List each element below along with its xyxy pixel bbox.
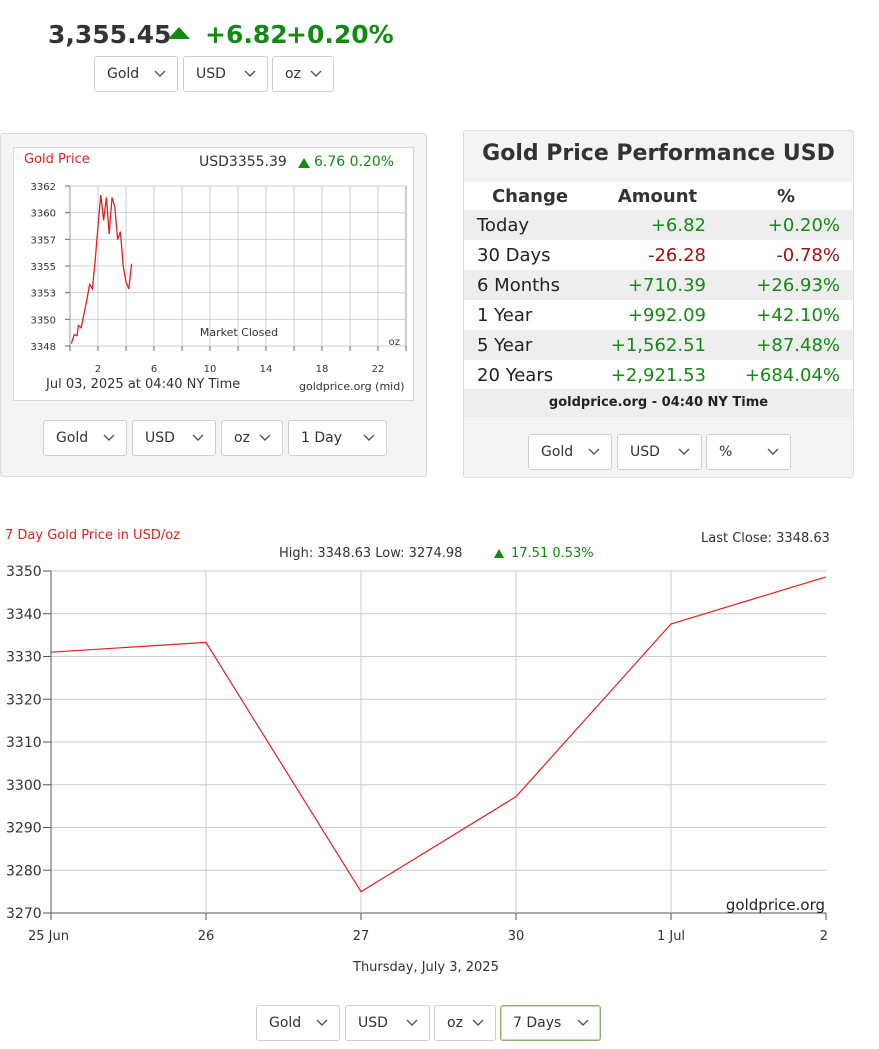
day-chart-change: 6.76 0.20% (314, 154, 395, 170)
y-tick-label: 3360 (31, 209, 56, 220)
chevron-down-icon (259, 421, 273, 455)
y-tick-label: 3350 (6, 564, 42, 580)
chevron-down-icon (103, 421, 117, 455)
x-tick-label: 25 Jun (28, 929, 69, 944)
table-row: 1 Year +992.09 +42.10% (464, 300, 853, 330)
chevron-down-icon (767, 435, 781, 469)
chevron-down-icon (310, 57, 324, 91)
day-chart-title: Gold Price (24, 152, 90, 167)
chevron-down-icon (363, 421, 377, 455)
column-header: Amount (596, 182, 719, 210)
week-range-select[interactable]: 7 Days (500, 1005, 601, 1041)
table-row: 5 Year +1,562.51 +87.48% (464, 330, 853, 360)
day-price-line (70, 195, 133, 344)
week-chart-title: 7 Day Gold Price in USD/oz (5, 528, 180, 543)
performance-title: Gold Price Performance USD (482, 141, 835, 166)
y-tick-label: 3357 (31, 235, 56, 246)
x-tick-label: 27 (353, 929, 370, 944)
y-tick-label: 3300 (6, 778, 42, 794)
x-tick-label: 26 (198, 929, 215, 944)
week-chart-caption: Thursday, July 3, 2025 (353, 960, 499, 975)
y-tick-label: 3348 (31, 342, 56, 353)
perf-unit-select[interactable]: % (706, 434, 791, 470)
day-metal-select[interactable]: Gold (43, 420, 127, 456)
day-unit-select[interactable]: oz (221, 420, 283, 456)
chevron-down-icon (316, 1006, 330, 1040)
x-tick-label: 18 (316, 364, 329, 375)
y-tick-label: 3290 (6, 821, 42, 837)
y-tick-label: 3350 (31, 315, 56, 326)
market-status: Market Closed (200, 326, 278, 339)
column-header: Change (464, 182, 596, 210)
y-tick-label: 3330 (6, 650, 42, 666)
chevron-down-icon (244, 57, 258, 91)
week-price-line (50, 576, 827, 893)
triangle-up-icon (298, 158, 310, 168)
x-tick-label: 6 (151, 364, 157, 375)
x-tick-label: 2 (820, 929, 828, 944)
table-row: 6 Months +710.39 +26.93% (464, 270, 853, 300)
performance-table: Change Amount % Today +6.82 +0.20% 30 Da… (464, 182, 853, 390)
week-metal-select[interactable]: Gold (256, 1005, 340, 1041)
x-tick-label: 30 (508, 929, 525, 944)
chevron-down-icon (577, 1006, 591, 1040)
triangle-up-icon (168, 27, 190, 39)
day-chart-price: USD3355.39 (199, 154, 287, 170)
triangle-up-icon (494, 549, 504, 558)
quote-metal-select[interactable]: Gold (94, 56, 178, 92)
price-change: +6.82 (205, 20, 288, 49)
chevron-down-icon (192, 421, 206, 455)
chevron-down-icon (406, 1006, 420, 1040)
y-tick-label: 3310 (6, 735, 42, 751)
price-change-percent: +0.20% (286, 20, 394, 49)
table-row: Today +6.82 +0.20% (464, 210, 853, 240)
week-change: 17.51 0.53% (511, 546, 594, 561)
chevron-down-icon (588, 435, 602, 469)
week-unit-select[interactable]: oz (434, 1005, 496, 1041)
y-tick-label: 3280 (6, 863, 42, 879)
chevron-down-icon (678, 435, 692, 469)
unit-label: oz (389, 337, 400, 348)
last-close: Last Close: 3348.63 (701, 531, 830, 546)
perf-metal-select[interactable]: Gold (528, 434, 612, 470)
y-tick-label: 3355 (31, 262, 56, 273)
x-tick-label: 2 (95, 364, 101, 375)
week-currency-select[interactable]: USD (345, 1005, 430, 1041)
chevron-down-icon (472, 1006, 486, 1040)
perf-currency-select[interactable]: USD (617, 434, 702, 470)
y-tick-label: 3353 (31, 289, 56, 300)
quote-currency-select[interactable]: USD (183, 56, 268, 92)
watermark: goldprice.org (726, 896, 825, 914)
table-row: 20 Years +2,921.53 +684.04% (464, 360, 853, 390)
day-chart-source: goldprice.org (mid) (299, 380, 405, 393)
x-tick-label: 1 Jul (657, 929, 685, 944)
x-tick-label: 10 (204, 364, 217, 375)
day-chart-date: Jul 03, 2025 at 04:40 NY Time (46, 377, 241, 392)
current-price: 3,355.45 (48, 20, 172, 49)
y-tick-label: 3320 (6, 692, 42, 708)
column-header: % (719, 182, 853, 210)
y-tick-label: 3340 (6, 607, 42, 623)
y-tick-label: 3362 (31, 182, 56, 193)
high-low: High: 3348.63 Low: 3274.98 (279, 546, 463, 561)
x-tick-label: 14 (260, 364, 273, 375)
table-row: 30 Days -26.28 -0.78% (464, 240, 853, 270)
week-chart-plot: 3350 3340 3330 3320 3310 3300 3290 3280 3270 25 … (6, 564, 828, 944)
quote-unit-select[interactable]: oz (272, 56, 334, 92)
performance-footer: goldprice.org - 04:40 NY Time (464, 389, 853, 417)
day-range-select[interactable]: 1 Day (288, 420, 387, 456)
y-tick-label: 3270 (6, 906, 42, 922)
chevron-down-icon (154, 57, 168, 91)
x-tick-label: 22 (372, 364, 385, 375)
day-currency-select[interactable]: USD (132, 420, 216, 456)
